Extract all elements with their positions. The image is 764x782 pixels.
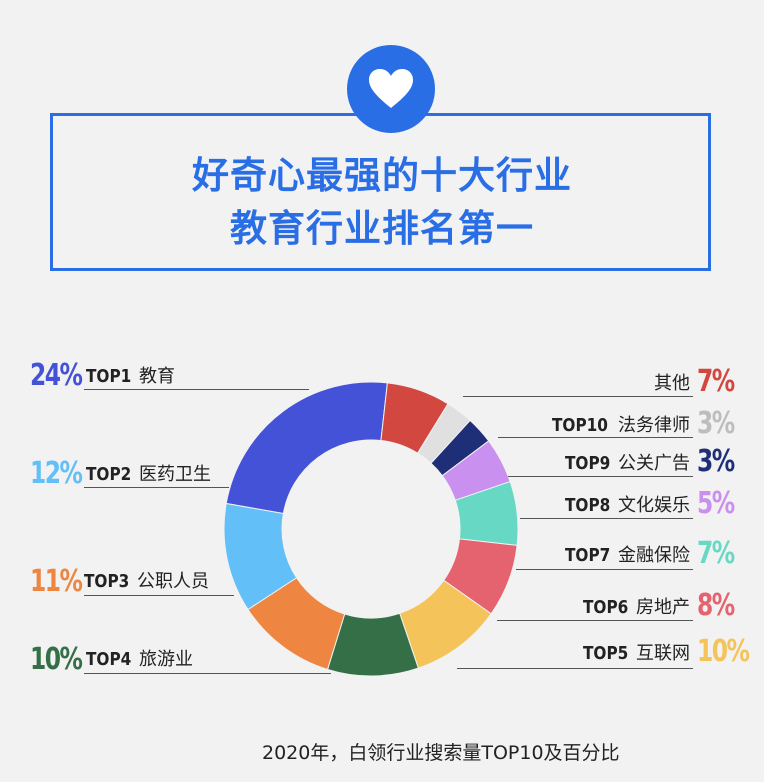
name-top7: 金融保险 — [618, 545, 690, 566]
name-top5: 互联网 — [636, 643, 690, 664]
title-line-2: 教育行业排名第一 — [230, 207, 534, 250]
leader-line-top10 — [498, 437, 693, 438]
donut-slice-10 — [223, 502, 298, 611]
rank-top7: TOP7 — [564, 545, 611, 566]
name-other: 其他 — [654, 373, 690, 394]
leader-line-top5 — [457, 668, 693, 669]
leader-line-top1 — [84, 389, 309, 390]
leader-line-top8 — [520, 518, 693, 519]
leader-line-top9 — [508, 476, 693, 477]
category-label-top7: TOP7 金融保险 — [565, 541, 690, 567]
name-top9: 公关广告 — [618, 453, 690, 474]
donut-slice-0 — [225, 381, 388, 515]
rank-top5: TOP5 — [582, 643, 629, 664]
rank-top10: TOP10 — [552, 415, 609, 436]
category-label-top4: TOP4 旅游业 — [86, 645, 193, 671]
heart-badge — [347, 45, 435, 133]
pct-label-other: 7% — [697, 364, 735, 399]
name-top8: 文化娱乐 — [618, 495, 690, 516]
rank-top1: TOP1 — [86, 366, 132, 387]
leader-line-other — [463, 396, 693, 397]
name-top6: 房地产 — [636, 597, 690, 618]
category-label-top1: TOP1 教育 — [86, 362, 175, 388]
name-top10: 法务律师 — [618, 415, 690, 436]
leader-line-top4 — [84, 673, 331, 674]
name-top4: 旅游业 — [139, 649, 194, 670]
rank-top3: TOP3 — [84, 571, 130, 592]
pct-label-top2: 12% — [30, 456, 83, 491]
category-label-top2: TOP2 医药卫生 — [86, 460, 211, 486]
category-label-top8: TOP8 文化娱乐 — [565, 491, 690, 517]
rank-top9: TOP9 — [564, 453, 611, 474]
pct-label-top4: 10% — [30, 642, 83, 677]
pct-label-top10: 3% — [697, 406, 735, 441]
name-top2: 医药卫生 — [139, 464, 212, 485]
rank-top6: TOP6 — [582, 597, 629, 618]
name-top1: 教育 — [139, 366, 176, 387]
category-label-top10: TOP10 法务律师 — [552, 411, 690, 437]
category-label-top5: TOP5 互联网 — [583, 639, 690, 665]
rank-top2: TOP2 — [86, 464, 132, 485]
category-label-other: 其他 — [654, 369, 690, 395]
leader-line-top6 — [497, 620, 693, 621]
pct-label-top6: 8% — [697, 588, 735, 623]
pct-label-top8: 5% — [697, 486, 735, 521]
category-label-top6: TOP6 房地产 — [583, 593, 690, 619]
pct-label-top7: 7% — [697, 536, 735, 571]
pct-label-top3: 11% — [30, 564, 83, 599]
name-top3: 公职人员 — [137, 571, 210, 592]
rank-top8: TOP8 — [564, 495, 611, 516]
pct-label-top1: 24% — [30, 358, 83, 393]
leader-line-top2 — [84, 487, 229, 488]
category-label-top9: TOP9 公关广告 — [565, 449, 690, 475]
heart-icon — [369, 69, 413, 108]
leader-line-top7 — [516, 569, 693, 570]
category-label-top3: TOP3 公职人员 — [84, 567, 209, 593]
leader-line-top3 — [84, 595, 234, 596]
footer-caption: 2020年，白领行业搜索量TOP10及百分比 — [262, 742, 620, 764]
title-line-1: 好奇心最强的十大行业 — [192, 154, 572, 197]
pct-label-top9: 3% — [697, 444, 735, 479]
pct-label-top5: 10% — [697, 634, 750, 669]
rank-top4: TOP4 — [86, 649, 132, 670]
